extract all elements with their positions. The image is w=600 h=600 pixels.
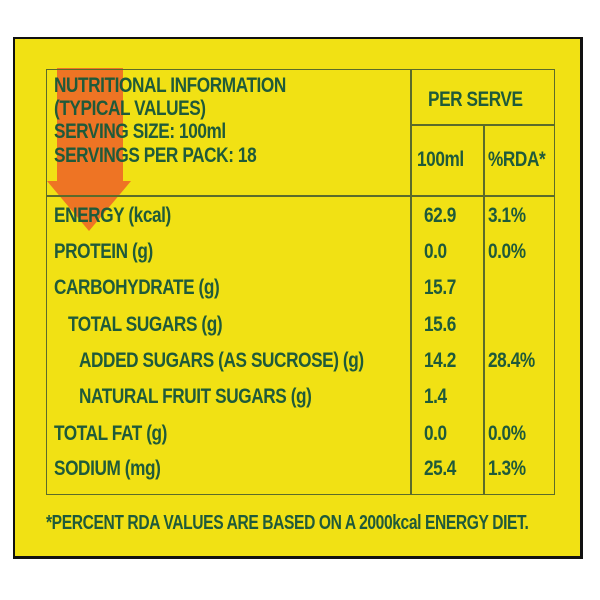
row-rda-added-sugars: 28.4% xyxy=(488,349,535,372)
row-value-total-sugars: 15.6 xyxy=(424,313,456,336)
servings-per-pack: SERVINGS PER PACK: 18 xyxy=(54,144,257,167)
row-value-energy: 62.9 xyxy=(424,204,456,227)
title-line-2: (TYPICAL VALUES) xyxy=(54,97,206,120)
row-rda-total-fat: 0.0% xyxy=(488,422,526,445)
row-value-total-fat: 0.0 xyxy=(424,422,447,445)
row-value-carbohydrate: 15.7 xyxy=(424,276,456,299)
row-label-added-sugars: ADDED SUGARS (AS SUCROSE) (g) xyxy=(79,349,364,372)
header-divider xyxy=(46,195,555,197)
row-label-natural-fruit-sugars: NATURAL FRUIT SUGARS (g) xyxy=(79,385,312,408)
nutrition-table xyxy=(46,69,555,495)
serving-size: SERVING SIZE: 100ml xyxy=(54,120,226,143)
row-value-protein: 0.0 xyxy=(424,240,447,263)
column-divider-2 xyxy=(483,124,485,495)
row-label-sodium: SODIUM (mg) xyxy=(54,457,161,480)
title-line-1: NUTRITIONAL INFORMATION xyxy=(54,74,286,97)
row-label-energy: ENERGY (kcal) xyxy=(54,204,171,227)
per-serve-divider xyxy=(410,124,555,126)
column-heading-rda: %RDA* xyxy=(488,148,546,171)
row-label-total-fat: TOTAL FAT (g) xyxy=(54,422,167,445)
row-label-total-sugars: TOTAL SUGARS (g) xyxy=(68,313,223,336)
column-heading-100ml: 100ml xyxy=(417,148,464,171)
per-serve-heading: PER SERVE xyxy=(428,88,523,111)
row-rda-energy: 3.1% xyxy=(488,204,526,227)
rda-footnote: *PERCENT RDA VALUES ARE BASED ON A 2000k… xyxy=(46,512,529,534)
row-value-sodium: 25.4 xyxy=(424,457,456,480)
column-divider-1 xyxy=(410,69,412,495)
row-value-added-sugars: 14.2 xyxy=(424,349,456,372)
row-rda-protein: 0.0% xyxy=(488,240,526,263)
row-rda-sodium: 1.3% xyxy=(488,457,526,480)
row-value-natural-fruit-sugars: 1.4 xyxy=(424,385,447,408)
row-label-carbohydrate: CARBOHYDRATE (g) xyxy=(54,276,220,299)
row-label-protein: PROTEIN (g) xyxy=(54,240,153,263)
